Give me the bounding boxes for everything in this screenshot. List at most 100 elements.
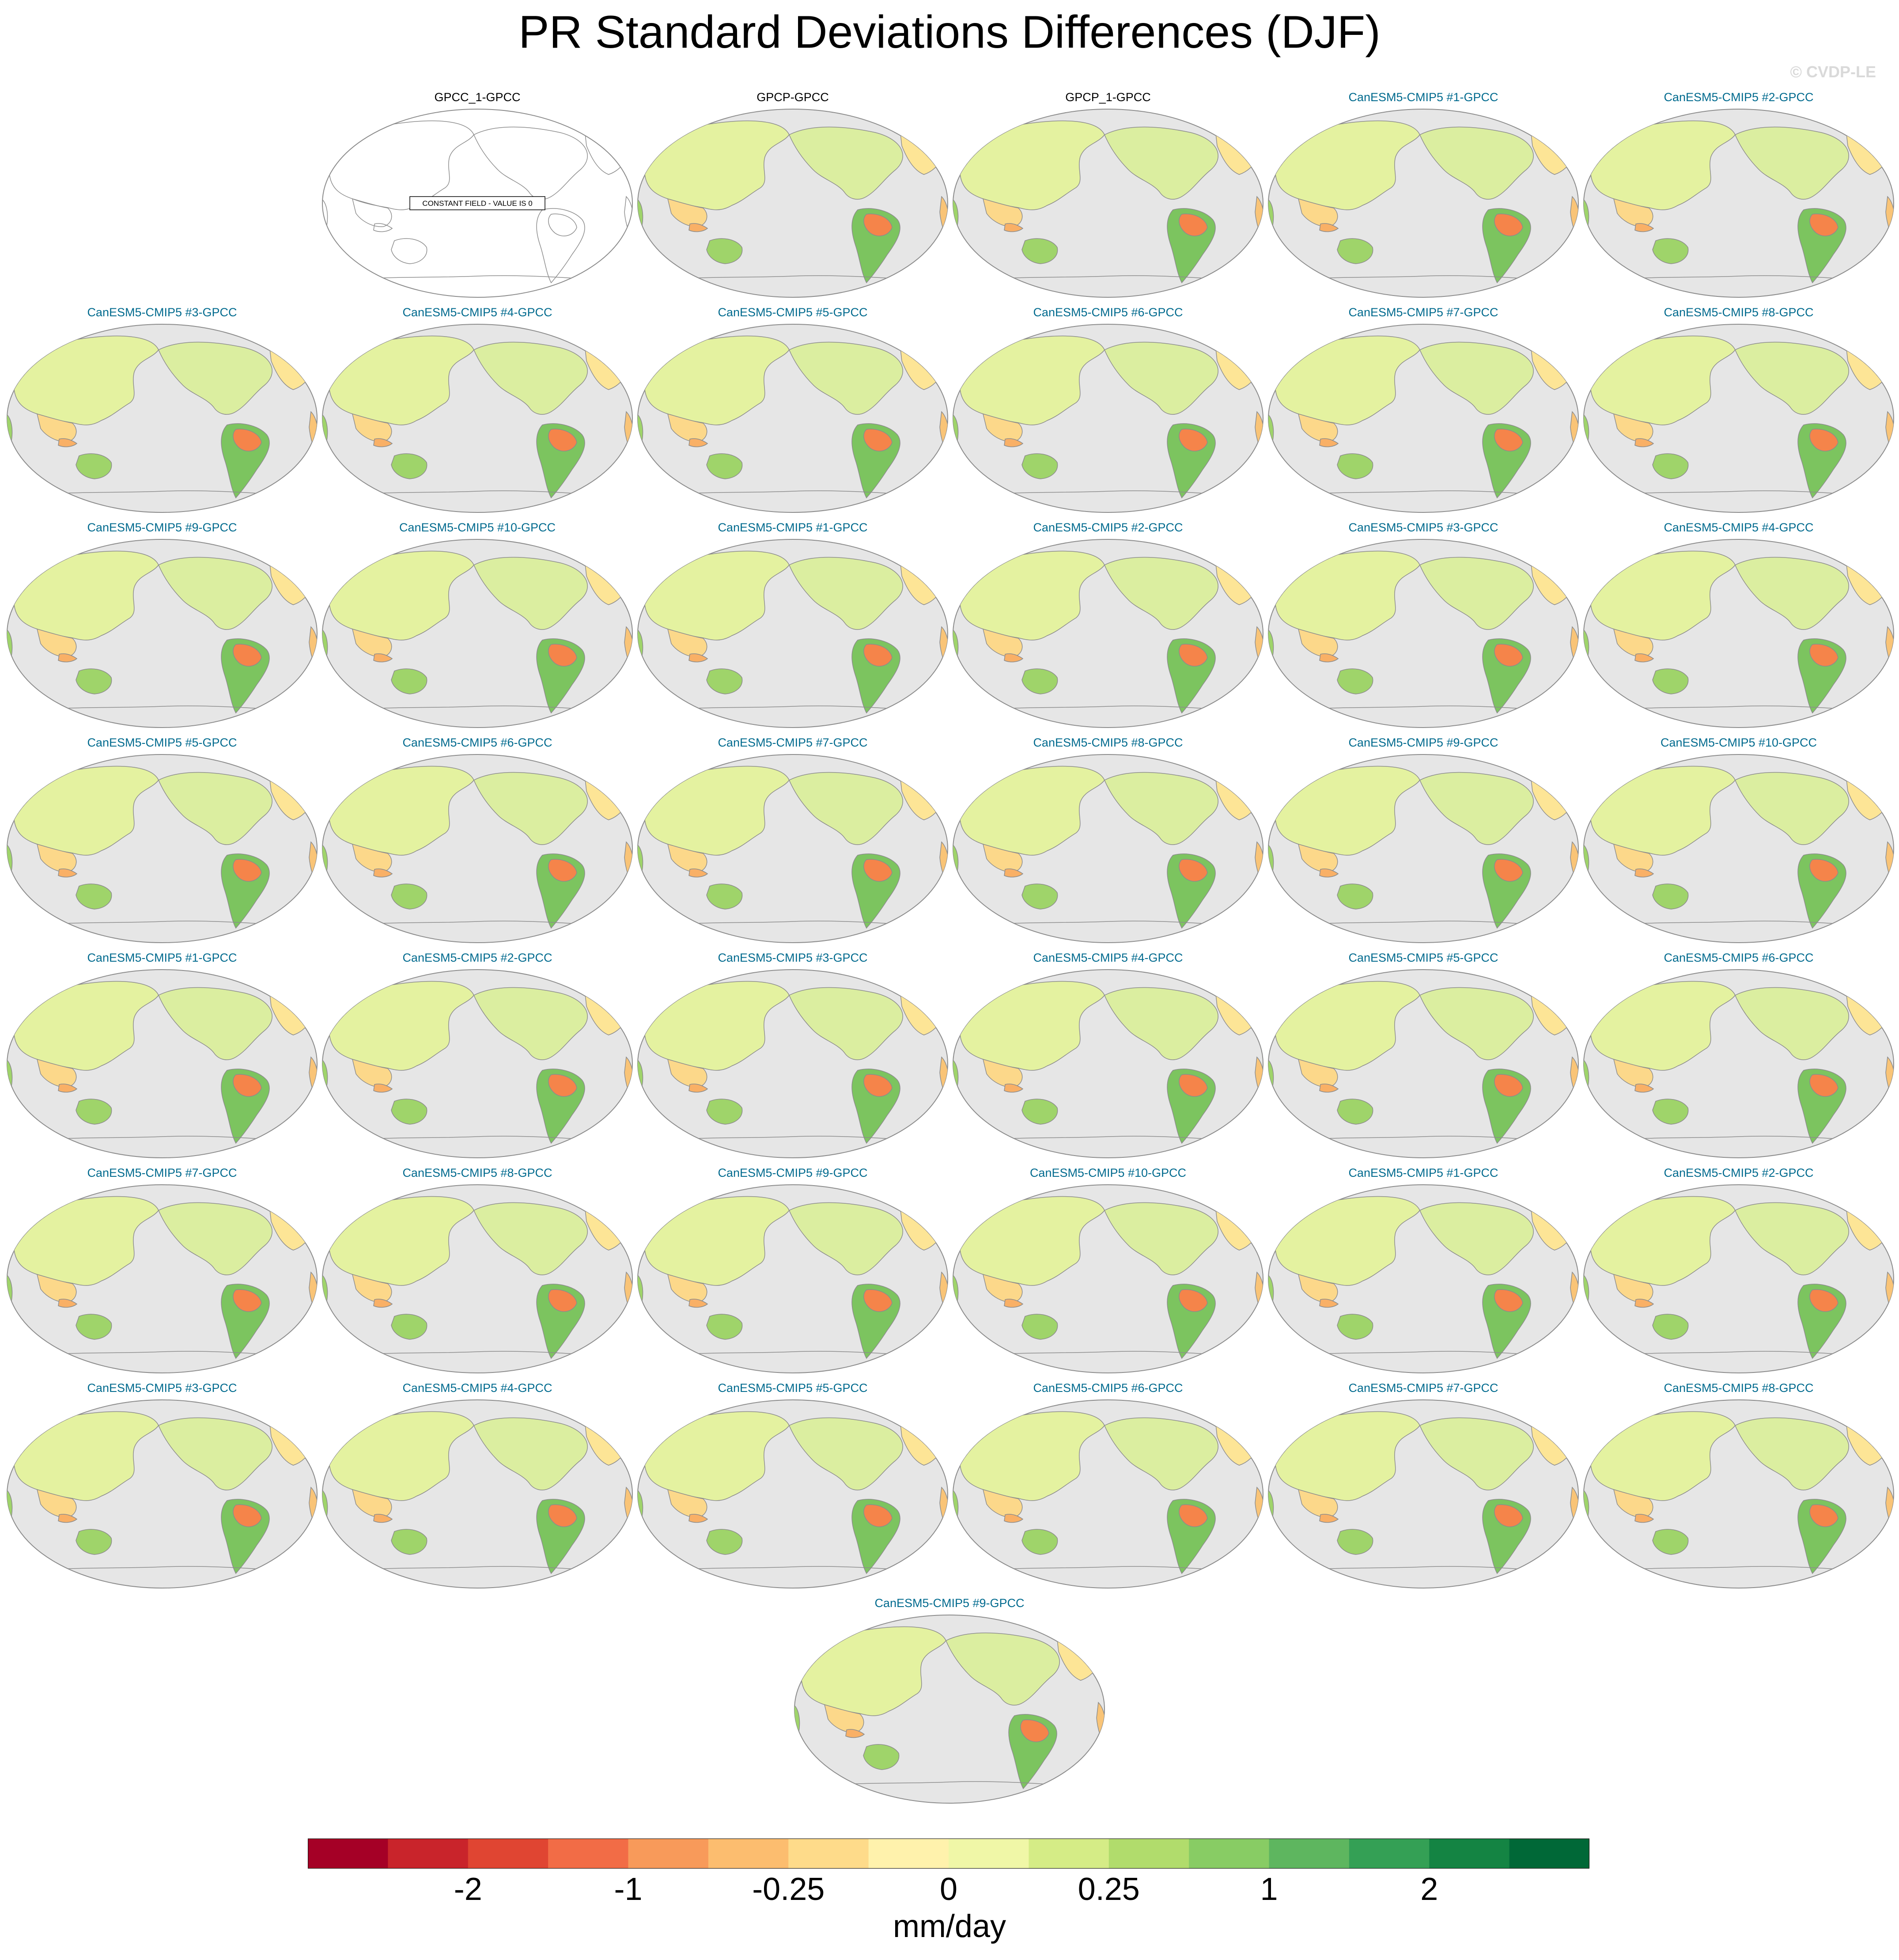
maritime-continent-land <box>58 1084 78 1093</box>
australia-land <box>1337 1529 1373 1555</box>
north-america-land <box>1735 772 1849 845</box>
constant-field-box <box>409 196 545 210</box>
maritime-continent-land <box>1634 1514 1654 1523</box>
map-panel: CanESM5-CMIP5 #7-GPCC <box>637 736 949 944</box>
australia-land <box>391 883 427 910</box>
map-panel-title: CanESM5-CMIP5 #9-GPCC <box>1348 736 1498 749</box>
colorbar-swatch <box>468 1839 549 1869</box>
map-panel: GPCP_1-GPCC <box>952 91 1264 298</box>
map-panel-title: CanESM5-CMIP5 #8-GPCC <box>1664 306 1814 319</box>
map-panel: CanESM5-CMIP5 #7-GPCC <box>1267 1381 1579 1589</box>
australia-land <box>1337 883 1373 910</box>
maritime-continent-land <box>373 438 393 447</box>
map-panel: CanESM5-CMIP5 #8-GPCC <box>1583 306 1895 513</box>
map-panel: CanESM5-CMIP5 #10-GPCC <box>1583 736 1895 944</box>
figure-title: PR Standard Deviations Differences (DJF) <box>518 7 1381 58</box>
south-asia-land <box>667 1058 707 1088</box>
maritime-continent-land <box>1634 438 1654 447</box>
map-panel: GPCP-GPCC <box>637 91 949 298</box>
north-america-land <box>1735 987 1849 1060</box>
north-america-land <box>1419 772 1534 845</box>
world-map <box>953 969 1263 1158</box>
maritime-continent-land <box>845 1729 865 1738</box>
world-map <box>7 1399 318 1588</box>
maritime-continent-land <box>373 1299 393 1308</box>
amazon-land <box>1809 428 1838 451</box>
colorbar-units-label: mm/day <box>893 1909 1006 1944</box>
south-asia-land <box>352 843 392 872</box>
colorbar-tick-label: -1 <box>614 1872 643 1907</box>
colorbar <box>308 1839 1589 1869</box>
map-panel: CanESM5-CMIP5 #3-GPCC <box>6 306 318 513</box>
map-panel-title: CanESM5-CMIP5 #6-GPCC <box>402 736 552 749</box>
map-panel-title: CanESM5-CMIP5 #8-GPCC <box>402 1166 552 1179</box>
colorbar-swatch <box>388 1839 469 1869</box>
maritime-continent-land <box>688 653 708 663</box>
map-panel-title: CanESM5-CMIP5 #4-GPCC <box>402 1381 552 1395</box>
australia-land <box>1652 668 1689 694</box>
south-asia-land <box>36 1489 77 1518</box>
maritime-continent-land <box>688 1299 708 1308</box>
map-panel-title: CanESM5-CMIP5 #4-GPCC <box>402 306 552 319</box>
colorbar-swatch <box>708 1839 789 1869</box>
map-panel: CanESM5-CMIP5 #6-GPCC <box>952 1381 1264 1589</box>
world-map <box>1583 1184 1894 1373</box>
australia-land <box>1337 238 1373 264</box>
australia-land <box>706 883 743 910</box>
south-asia-land <box>1298 198 1338 227</box>
map-panel: CanESM5-CMIP5 #7-GPCC <box>1267 306 1579 513</box>
north-america-land <box>1735 557 1849 630</box>
map-panel-title: CanESM5-CMIP5 #1-GPCC <box>87 951 237 964</box>
maritime-continent-land <box>373 1514 393 1523</box>
map-panel-title: CanESM5-CMIP5 #4-GPCC <box>1033 951 1183 964</box>
amazon-land <box>1494 213 1523 236</box>
south-asia-land <box>667 1489 707 1518</box>
north-america-land <box>1104 557 1218 630</box>
south-asia-land <box>352 1058 392 1088</box>
maritime-continent-land <box>1319 868 1339 878</box>
world-map <box>322 539 633 728</box>
world-map <box>1268 324 1579 513</box>
south-asia-land <box>667 198 707 227</box>
world-map <box>322 1399 633 1588</box>
south-asia-land <box>824 1704 864 1733</box>
australia-land <box>391 453 427 479</box>
north-america-land <box>158 557 272 630</box>
north-america-land <box>1735 1202 1849 1275</box>
amazon-land <box>1809 1289 1838 1312</box>
australia-land <box>1652 1099 1689 1125</box>
south-asia-land <box>1613 628 1653 657</box>
south-asia-land <box>1613 198 1653 227</box>
colorbar-swatch <box>1029 1839 1109 1869</box>
world-map <box>1268 539 1579 728</box>
africa-east-land <box>624 196 632 242</box>
map-panel: CanESM5-CMIP5 #8-GPCC <box>952 736 1264 944</box>
amazon-land <box>1020 1719 1049 1742</box>
north-america-land <box>789 1417 903 1490</box>
colorbar-tick-label: 2 <box>1420 1872 1438 1907</box>
amazon-land <box>233 428 262 451</box>
maritime-continent-land <box>1004 223 1024 232</box>
world-map <box>637 109 948 298</box>
north-america-land <box>1735 1417 1849 1490</box>
australia-land <box>706 453 743 479</box>
amazon-land <box>1809 644 1838 667</box>
south-asia-land <box>36 843 77 872</box>
map-panel-title: CanESM5-CMIP5 #2-GPCC <box>1664 91 1814 104</box>
cvdp-watermark: © CVDP-LE <box>1790 63 1876 81</box>
north-america-land <box>473 772 588 845</box>
south-asia-land <box>352 628 392 657</box>
map-panel: CanESM5-CMIP5 #7-GPCC <box>6 1166 318 1374</box>
map-panel-title: CanESM5-CMIP5 #5-GPCC <box>718 1381 868 1395</box>
amazon-land <box>548 1289 577 1312</box>
amazon-land <box>233 1289 262 1312</box>
world-map <box>1583 324 1894 513</box>
colorbar-tick-label: 1 <box>1260 1872 1278 1907</box>
north-america-land <box>1104 1417 1218 1490</box>
colorbar-swatch <box>868 1839 949 1869</box>
amazon-land <box>548 213 577 236</box>
constant-field-label: CONSTANT FIELD - VALUE IS 0 <box>422 199 532 208</box>
world-map <box>1268 109 1579 298</box>
maritime-continent-land <box>1319 653 1339 663</box>
map-panel: CanESM5-CMIP5 #9-GPCC <box>6 521 318 728</box>
